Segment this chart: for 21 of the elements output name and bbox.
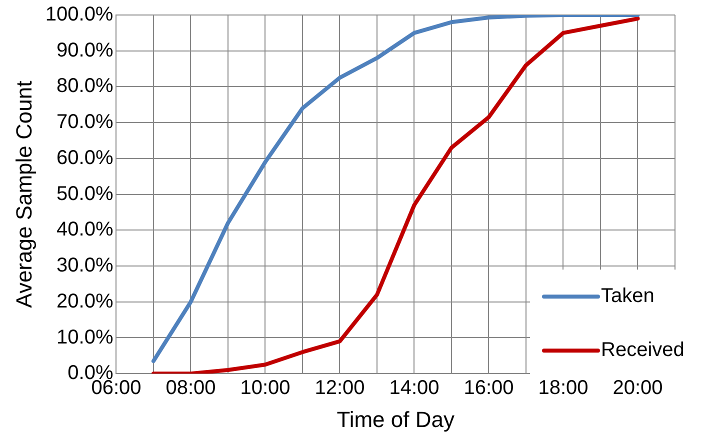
legend-label: Taken [601, 285, 654, 308]
y-tick-label: 40.0% [56, 218, 114, 241]
x-tick-label: 14:00 [389, 377, 440, 400]
x-tick-label: 08:00 [166, 377, 216, 400]
x-tick-label: 10:00 [240, 377, 290, 400]
y-tick-label: 70.0% [56, 111, 114, 134]
y-tick-label: 80.0% [56, 75, 114, 98]
legend-label: Received [601, 339, 684, 362]
x-tick-label: 18:00 [538, 377, 588, 400]
y-tick-label: 20.0% [56, 290, 114, 312]
y-tick-label: 50.0% [56, 182, 114, 205]
y-tick-label: 60.0% [56, 146, 114, 169]
y-tick-label: 30.0% [56, 254, 114, 277]
y-tick-label: 90.0% [56, 39, 114, 62]
y-tick-label: 100.0% [45, 4, 114, 26]
x-tick-label: 16:00 [464, 377, 514, 400]
y-axis-title: Average Sample Count [11, 80, 36, 308]
x-tick-label: 20:00 [612, 377, 663, 400]
y-tick-label: 10.0% [56, 326, 114, 348]
x-tick-label: 12:00 [314, 377, 365, 400]
x-axis-title: Time of Day [336, 406, 455, 432]
